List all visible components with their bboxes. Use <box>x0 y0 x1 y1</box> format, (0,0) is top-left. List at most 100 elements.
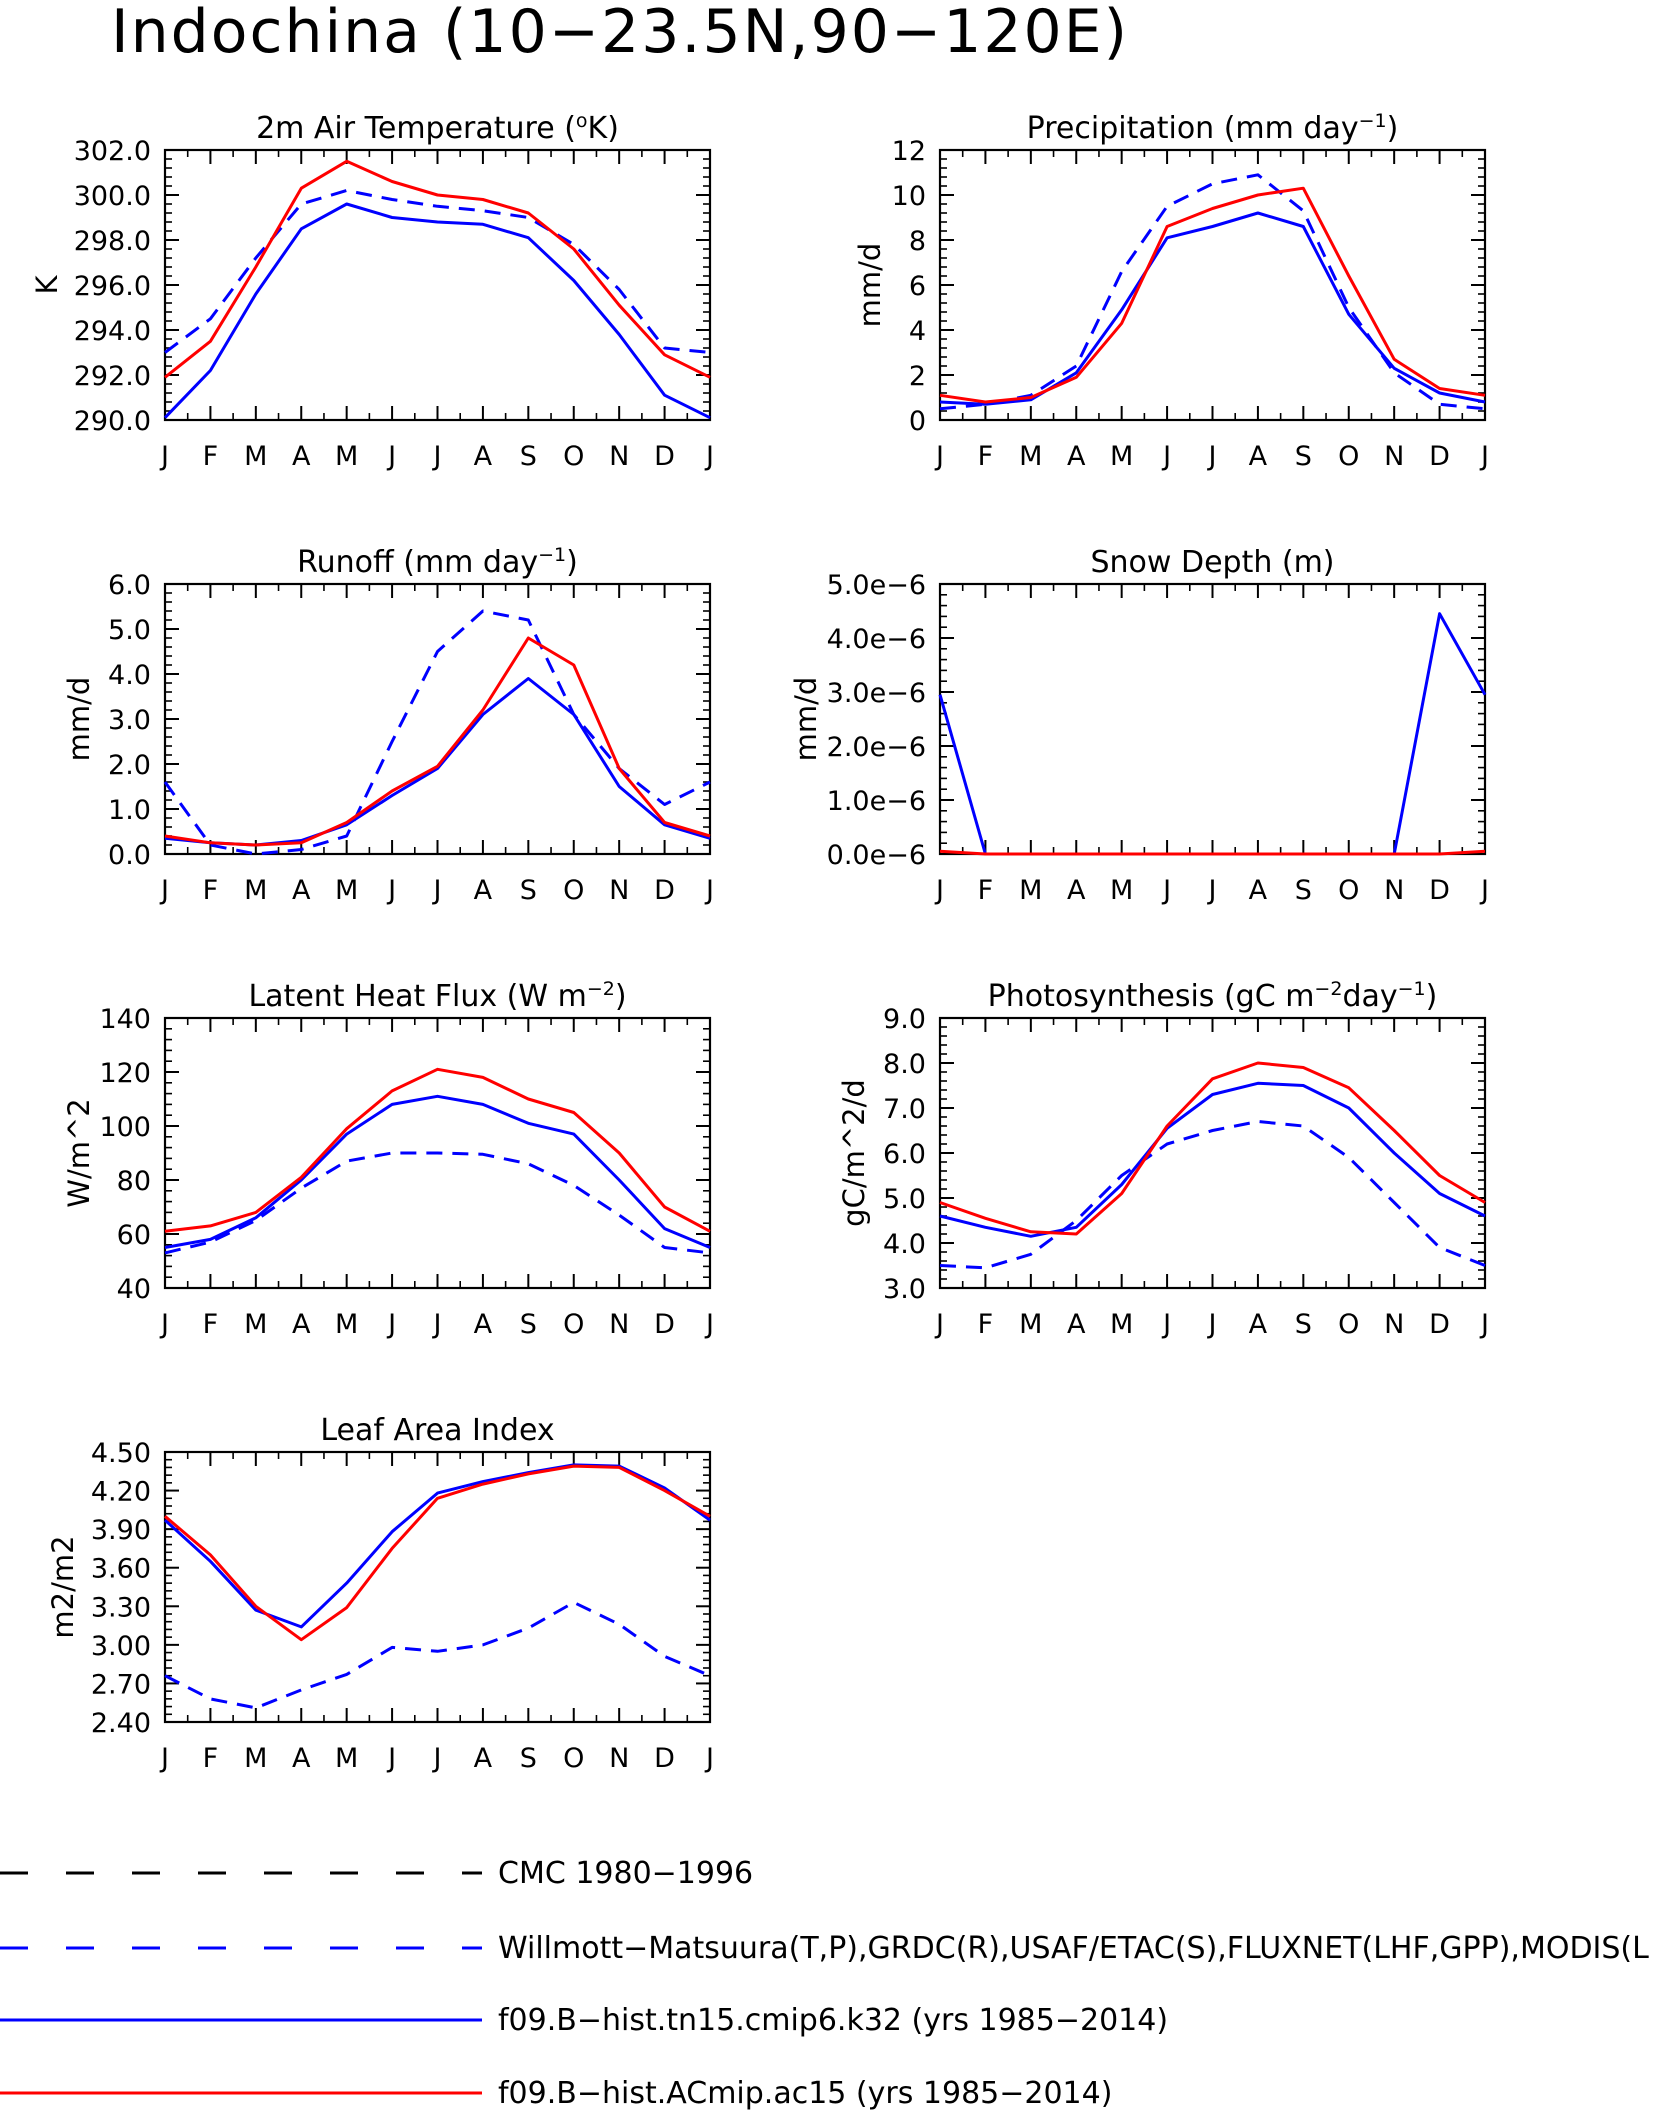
x-tick-label: J <box>159 1743 169 1774</box>
x-tick-label: J <box>159 441 169 472</box>
y-tick-label: 60 <box>117 1220 151 1251</box>
series-line-blue <box>939 1081 1486 1238</box>
y-tick-label: 4.50 <box>91 1438 151 1469</box>
x-tick-label: F <box>978 441 994 472</box>
x-tick-label: J <box>1207 875 1217 906</box>
y-tick-label: 4 <box>909 316 926 347</box>
x-tick-label: D <box>654 1309 675 1340</box>
y-tick-label: 5.0 <box>883 1184 926 1215</box>
y-tick-label: 8 <box>909 226 926 257</box>
x-tick-label: A <box>474 1309 493 1340</box>
y-tick-label: 0.0 <box>108 840 151 871</box>
series-line-dashed <box>939 173 1486 411</box>
x-tick-label: A <box>1067 1309 1086 1340</box>
x-tick-label: A <box>474 441 493 472</box>
x-tick-label: O <box>1338 441 1359 472</box>
x-tick-label: A <box>1067 441 1086 472</box>
x-tick-label: D <box>654 1743 675 1774</box>
x-tick-label: S <box>520 1309 537 1340</box>
x-tick-label: A <box>474 875 493 906</box>
panel-title: Leaf Area Index <box>320 1413 554 1448</box>
x-tick-label: O <box>563 875 584 906</box>
series-line-blue <box>163 1463 711 1629</box>
x-tick-label: O <box>1338 875 1359 906</box>
series-line-dashed <box>164 1151 711 1255</box>
y-tick-label: 296.0 <box>74 271 151 302</box>
legend-item: f09.B−hist.tn15.cmip6.k32 (yrs 1985−2014… <box>0 2003 1168 2038</box>
y-axis-label: W/m^2 <box>62 1098 96 1207</box>
legend-item: f09.B−hist.ACmip.ac15 (yrs 1985−2014) <box>0 2076 1112 2111</box>
x-tick-label: O <box>563 1309 584 1340</box>
x-tick-label: S <box>1295 1309 1312 1340</box>
y-tick-label: 5.0e−6 <box>827 570 926 601</box>
panel-3: Runoff (mm day−1)J F M A M J J A S O N D J0.01.02.03… <box>62 544 714 906</box>
y-tick-label: 6.0 <box>883 1139 926 1170</box>
y-axis-label: mm/d <box>789 677 823 762</box>
y-tick-label: 40 <box>117 1274 151 1305</box>
x-tick-label: D <box>1429 441 1450 472</box>
y-tick-label: 0.0e−6 <box>827 840 926 871</box>
x-tick-label: O <box>563 441 584 472</box>
y-tick-label: 1.0e−6 <box>827 786 926 817</box>
y-tick-label: 9.0 <box>883 1004 926 1035</box>
y-tick-label: 4.20 <box>91 1477 151 1508</box>
x-tick-label: N <box>1384 441 1404 472</box>
x-tick-label: S <box>520 1743 537 1774</box>
x-tick-label: J <box>1161 875 1171 906</box>
legend-label: CMC 1980−1996 <box>498 1856 753 1891</box>
plot-frame <box>163 148 712 422</box>
x-tick-label: J <box>1161 1309 1171 1340</box>
legend-item: CMC 1980−1996 <box>0 1856 753 1891</box>
y-tick-label: 6 <box>909 271 926 302</box>
y-tick-label: 8.0 <box>883 1049 926 1080</box>
y-tick-label: 302.0 <box>74 136 151 167</box>
x-tick-label: N <box>609 1743 629 1774</box>
panel-title: 2m Air Temperature (oK) <box>256 110 619 146</box>
series-line-red <box>164 636 711 847</box>
x-tick-label: D <box>1429 875 1450 906</box>
x-tick-label: J <box>386 1309 396 1340</box>
x-tick-label: A <box>292 1743 311 1774</box>
y-tick-label: 100 <box>99 1112 151 1143</box>
x-tick-label: S <box>520 441 537 472</box>
x-tick-label: S <box>520 875 537 906</box>
panel-title: Runoff (mm day−1) <box>297 544 578 580</box>
x-tick-label: M <box>244 875 267 906</box>
x-tick-label: A <box>474 1743 493 1774</box>
y-tick-label: 10 <box>892 181 926 212</box>
x-tick-label: D <box>654 875 675 906</box>
x-tick-label: J <box>704 441 714 472</box>
x-tick-label: J <box>432 875 442 906</box>
y-tick-label: 4.0 <box>108 660 151 691</box>
y-tick-label: 0 <box>909 406 926 437</box>
x-tick-label: F <box>203 1309 219 1340</box>
series-line-red <box>164 159 711 379</box>
panel-title: Snow Depth (m) <box>1090 545 1334 580</box>
x-tick-label: F <box>203 1743 219 1774</box>
x-tick-label: M <box>335 875 358 906</box>
x-tick-label: M <box>244 1309 267 1340</box>
x-tick-label: M <box>335 1309 358 1340</box>
x-tick-label: M <box>1019 441 1042 472</box>
x-tick-label: M <box>1110 441 1133 472</box>
series-line-red <box>164 1464 711 1642</box>
y-axis-label: gC/m^2/d <box>837 1079 871 1227</box>
x-tick-label: J <box>934 875 944 906</box>
series-line-red <box>939 186 1486 404</box>
y-tick-label: 12 <box>892 136 926 167</box>
x-tick-label: J <box>159 1309 169 1340</box>
x-tick-label: J <box>934 1309 944 1340</box>
series-line-blue <box>164 677 711 847</box>
x-tick-label: J <box>432 1309 442 1340</box>
y-tick-label: 294.0 <box>74 316 151 347</box>
x-tick-label: J <box>704 1309 714 1340</box>
x-tick-label: N <box>1384 1309 1404 1340</box>
series-line-dashed <box>164 1600 711 1710</box>
figure-title: Indochina (10−23.5N,90−120E) <box>111 0 1129 67</box>
y-tick-label: 3.0e−6 <box>827 678 926 709</box>
x-tick-label: M <box>244 1743 267 1774</box>
y-tick-label: 80 <box>117 1166 151 1197</box>
x-tick-label: J <box>432 441 442 472</box>
